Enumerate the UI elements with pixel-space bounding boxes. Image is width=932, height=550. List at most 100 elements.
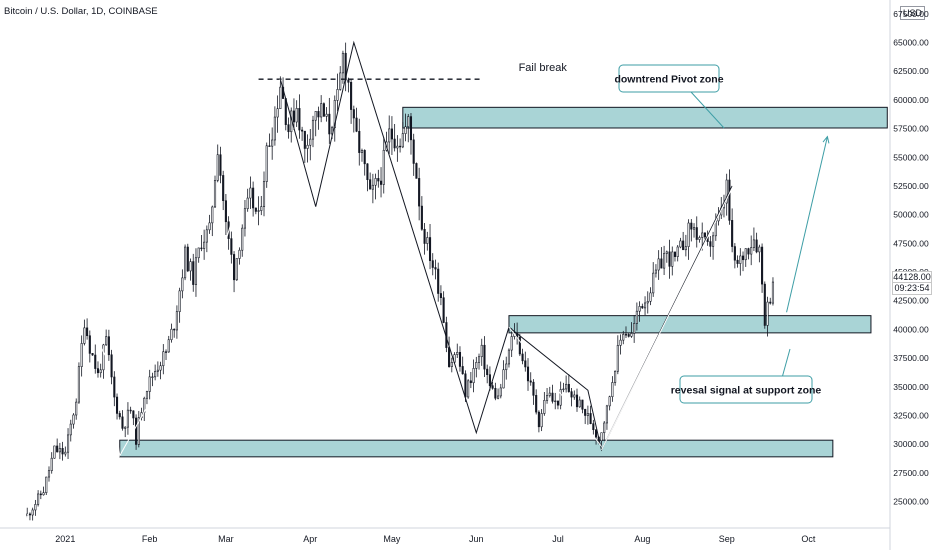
candle-up [137,417,140,445]
candle-up [53,445,56,459]
candle-down [458,352,462,367]
candle-down [690,222,693,230]
candle-down [695,227,698,240]
candle-up [472,368,475,384]
x-tick-label: Mar [218,534,234,544]
support-callout-text: revesal signal at support zone [671,385,822,397]
y-tick-label: 60000.00 [893,95,929,105]
resistance-zone-0 [402,106,888,129]
candle-up [167,339,170,353]
candle-down [379,180,383,185]
candle-up [698,237,701,240]
candle-up [725,179,728,204]
candle-up [388,128,391,143]
candle-up [34,504,37,511]
candle-down [115,396,119,414]
candle-up [235,258,238,281]
candle-down [763,283,766,326]
x-tick-label: Feb [142,534,158,544]
candle-up [208,222,211,231]
candle-up [203,241,206,249]
candle-down [761,246,764,285]
candle-down [589,413,592,424]
candle-down [709,241,712,247]
candle-up [766,301,769,326]
candle-up [181,277,184,292]
y-tick-label: 25000.00 [893,497,929,507]
candle-down [399,145,402,148]
candle-down [641,306,644,309]
candle-down [377,178,380,182]
candle-up [320,103,323,118]
candle-down [518,336,521,355]
candle-down [132,410,135,419]
candle-up [66,434,70,453]
candle-up [643,302,647,309]
candle-down [668,251,671,267]
candle-down [526,366,530,382]
candle-up [676,246,679,257]
currency-badge[interactable]: USD [900,6,926,20]
candle-down [287,124,290,133]
candle-down [230,238,233,255]
candle-down [110,354,113,378]
candle-down [344,52,347,81]
candle-up [360,150,364,153]
projection-arrowhead [822,135,830,144]
candle-down [173,328,176,331]
candle-down [592,423,595,431]
candle-up [543,400,546,414]
candle-down [624,334,628,336]
candle-up [45,476,48,493]
candle-up [309,138,312,146]
candle-down [736,259,739,264]
candle-up [633,323,636,334]
candle-up [450,361,453,367]
candle-down [219,154,222,176]
support-zone-2 [119,439,834,458]
x-tick-label: Sep [719,534,735,544]
candle-down [486,368,489,375]
candle-up [614,370,617,383]
y-tick-label: 67500.00 [893,9,929,19]
candle-up [401,133,404,148]
candle-up [50,457,53,471]
candle-up [663,253,666,269]
candle-up [37,493,40,505]
countdown-badge: 09:23:54 [892,282,932,296]
candle-down [91,353,94,356]
candle-down [164,351,168,353]
candle-up [510,336,513,351]
candle-up [260,206,263,211]
candle-down [121,416,124,429]
candle-up [608,396,611,407]
y-tick-label: 40000.00 [893,324,929,334]
candle-up [69,423,72,436]
candle-down [731,220,734,247]
candle-up [175,311,178,331]
candle-down [61,448,64,455]
x-tick-label: May [383,534,401,544]
candle-down [567,383,570,392]
candle-down [769,301,772,304]
candle-up [213,180,217,208]
candle-down [488,374,491,386]
candle-up [646,301,649,304]
y-tick-label: 57500.00 [893,124,929,134]
candle-down [28,513,31,516]
candle-down [363,150,366,165]
candle-up [692,227,696,230]
candle-up [72,414,75,425]
candle-up [565,383,568,390]
pivot-callout-pointer [690,91,725,129]
candle-down [442,297,445,323]
support-zone-1 [508,315,872,334]
candle-up [279,86,282,109]
candle-up [238,249,241,259]
y-tick-label: 55000.00 [893,152,929,162]
candle-down [56,445,59,453]
projection-arrow [786,136,828,313]
candle-down [186,246,189,272]
candle-up [75,401,78,416]
